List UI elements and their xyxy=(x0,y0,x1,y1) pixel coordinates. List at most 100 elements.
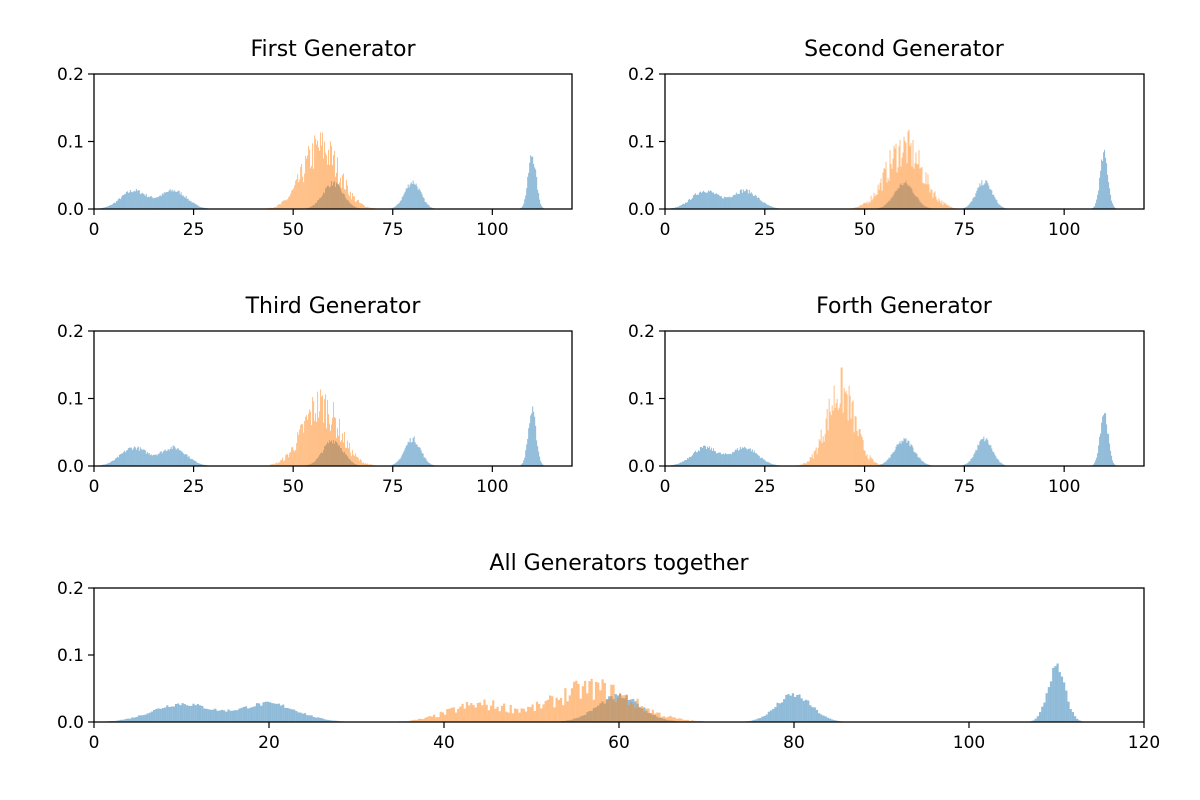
histogram-bar xyxy=(184,454,186,466)
histogram-bar xyxy=(306,715,309,722)
histogram-bar xyxy=(925,463,927,466)
histogram-bar xyxy=(700,446,702,466)
histogram-bar xyxy=(203,708,206,722)
panel-title: All Generators together xyxy=(489,551,749,576)
plot-frame xyxy=(664,73,1145,210)
histogram-bar xyxy=(307,155,309,209)
histogram-bar xyxy=(872,459,874,466)
histogram-bar xyxy=(319,717,322,722)
histogram-bar xyxy=(709,449,711,466)
histogram-bar xyxy=(165,192,167,209)
histogram-bar xyxy=(592,699,595,722)
histogram-bar xyxy=(883,168,885,209)
histogram-bar xyxy=(312,143,314,209)
histogram-bar xyxy=(694,193,696,209)
histogram-bar xyxy=(897,167,899,209)
histogram-bar xyxy=(875,194,877,209)
panel-forth-generator: Forth Generator 0 25 50 75 100 0.0 0.1 0.2 xyxy=(628,294,1145,497)
histogram-bar xyxy=(1063,682,1066,722)
histogram-bar xyxy=(826,717,829,722)
histogram-bar xyxy=(306,158,308,209)
histogram-bar xyxy=(787,694,790,722)
histogram-bar xyxy=(137,715,140,722)
histogram-bar xyxy=(533,711,536,722)
histogram-bar xyxy=(731,452,733,466)
histogram-bar xyxy=(421,452,423,466)
histogram-bar xyxy=(299,179,301,209)
histogram-bar xyxy=(861,436,863,466)
histogram-bar xyxy=(320,132,322,209)
histogram-bar xyxy=(766,461,768,466)
histogram-bar xyxy=(868,201,870,209)
histogram-bar xyxy=(926,464,928,466)
histogram-bar xyxy=(909,446,911,466)
histogram-bar xyxy=(838,407,840,466)
histogram-bar xyxy=(935,196,937,209)
histogram-bar xyxy=(979,183,981,209)
histogram-bar xyxy=(236,710,239,722)
histogram-bar xyxy=(403,193,405,209)
histogram-bar xyxy=(584,680,587,722)
histogram-bar xyxy=(425,202,427,209)
histogram-bar xyxy=(721,198,723,209)
histogram-bar xyxy=(816,454,818,466)
histogram-bar xyxy=(829,718,832,722)
histogram-bar xyxy=(724,453,726,466)
histogram-bar xyxy=(338,418,340,466)
histogram-bar xyxy=(330,141,332,209)
histogram-bar xyxy=(187,457,189,466)
histogram-bar xyxy=(536,440,538,466)
histogram-bar xyxy=(738,449,740,466)
histogram-bar xyxy=(339,177,341,209)
histogram-bar xyxy=(332,720,335,722)
histogram-bar xyxy=(112,203,114,209)
histogram-bar xyxy=(302,176,304,209)
histogram-bar xyxy=(1000,462,1002,466)
histogram-bar xyxy=(415,719,418,722)
histogram-bar xyxy=(122,719,125,722)
histogram-bar xyxy=(862,440,864,466)
histogram-bar xyxy=(785,694,788,722)
x-tick-label: 75 xyxy=(382,477,404,497)
bars-layer xyxy=(668,129,1118,209)
histogram-bar xyxy=(430,207,432,209)
histogram-bar xyxy=(975,449,977,466)
histogram-bar xyxy=(699,191,701,209)
histogram-bar xyxy=(157,453,159,466)
histogram-bar xyxy=(183,454,185,466)
histogram-bar xyxy=(714,451,716,466)
histogram-bar xyxy=(150,195,152,209)
histogram-bar xyxy=(175,191,177,209)
histogram-bar xyxy=(981,180,983,209)
histogram-bar xyxy=(1108,182,1110,209)
x-tick-label: 25 xyxy=(183,477,205,497)
histogram-bar xyxy=(428,463,430,466)
histogram-bar xyxy=(137,190,139,209)
histogram-bar xyxy=(142,193,144,209)
histogram-bar xyxy=(167,449,169,466)
histogram-bar xyxy=(321,396,323,466)
series-0 xyxy=(668,413,1118,466)
histogram-bar xyxy=(905,142,907,209)
histogram-bar xyxy=(994,197,996,209)
histogram-bar xyxy=(724,197,726,209)
histogram-bar xyxy=(826,408,828,466)
histogram-bar xyxy=(535,701,539,722)
histogram-bar xyxy=(523,203,525,209)
histogram-bar xyxy=(996,200,998,209)
histogram-bar xyxy=(357,458,359,466)
histogram-bar xyxy=(106,463,108,466)
histogram-bar xyxy=(223,710,226,722)
histogram-bar xyxy=(918,150,920,209)
histogram-bar xyxy=(406,188,408,209)
histogram-bar xyxy=(136,190,138,209)
histogram-bar xyxy=(693,194,695,209)
histogram-bar xyxy=(869,202,871,209)
histogram-bar xyxy=(886,182,888,209)
histogram-bar xyxy=(538,451,540,466)
histogram-bar xyxy=(833,720,836,722)
bars-layer xyxy=(102,663,1085,722)
histogram-bar xyxy=(273,703,276,722)
histogram-bar xyxy=(285,455,287,466)
histogram-bar xyxy=(737,193,739,209)
